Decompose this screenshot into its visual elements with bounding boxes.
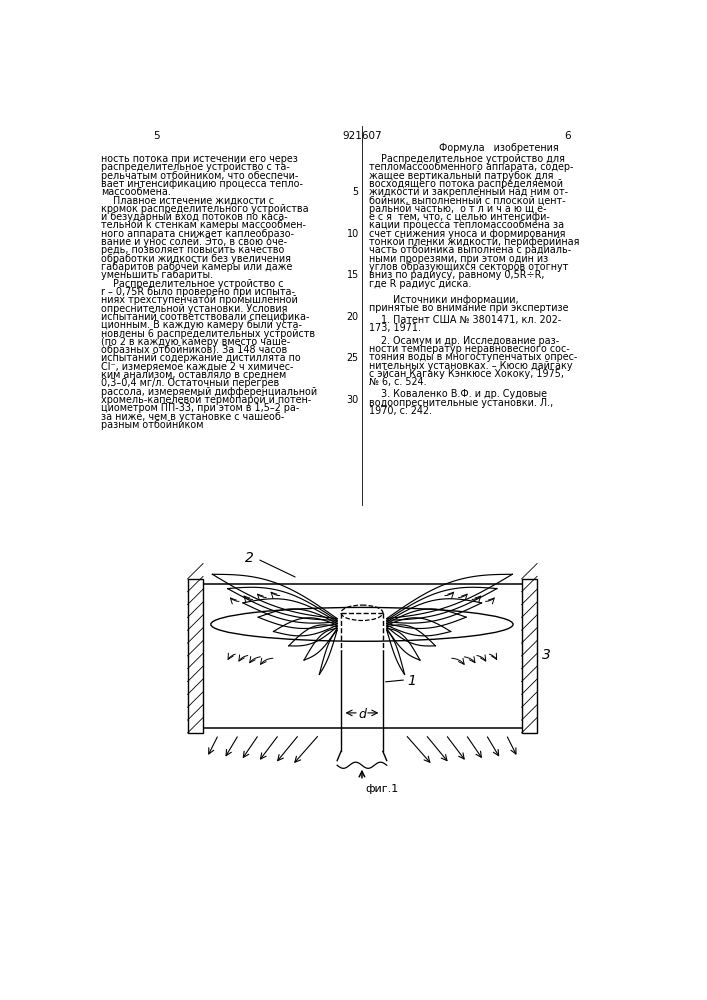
Text: новлены 6 распределительных устройств: новлены 6 распределительных устройств (101, 329, 315, 339)
Text: вание и унос солей. Это, в свою оче-: вание и унос солей. Это, в свою оче- (101, 237, 287, 247)
Text: распределительное устройство с та-: распределительное устройство с та- (101, 162, 290, 172)
Text: ниях трехступенчатой промышленной: ниях трехступенчатой промышленной (101, 295, 298, 305)
Text: кации процесса тепломассообмена за: кации процесса тепломассообмена за (369, 220, 564, 230)
Text: тояния воды в многоступенчатых опрес-: тояния воды в многоступенчатых опрес- (369, 352, 578, 362)
Text: ными прорезями, при этом один из: ными прорезями, при этом один из (369, 254, 548, 264)
Text: рельчатым отбойником, что обеспечи-: рельчатым отбойником, что обеспечи- (101, 171, 298, 181)
Text: е с я  тем, что, с целью интенсифи-: е с я тем, что, с целью интенсифи- (369, 212, 550, 222)
Text: опреснительной установки. Условия: опреснительной установки. Условия (101, 304, 287, 314)
Text: Распределительное устройство для: Распределительное устройство для (369, 154, 565, 164)
Text: принятые во внимание при экспертизе: принятые во внимание при экспертизе (369, 303, 568, 313)
Text: 20: 20 (346, 312, 359, 322)
Text: тельной к стенкам камеры массообмен-: тельной к стенкам камеры массообмен- (101, 220, 305, 230)
Text: и безударный вход потоков по каса-: и безударный вход потоков по каса- (101, 212, 288, 222)
Text: кромок распределительного устройства: кромок распределительного устройства (101, 204, 308, 214)
Text: 15: 15 (346, 270, 359, 280)
Text: обработки жидкости без увеличения: обработки жидкости без увеличения (101, 254, 291, 264)
Text: (по 2 в каждую камеру вместо чаше-: (по 2 в каждую камеру вместо чаше- (101, 337, 290, 347)
Text: ральной частью,  о т л и ч а ю щ е-: ральной частью, о т л и ч а ю щ е- (369, 204, 547, 214)
Text: 1: 1 (408, 674, 416, 688)
Text: d: d (358, 708, 366, 721)
Text: Формула   изобретения: Формула изобретения (439, 143, 559, 153)
Text: хромель-капелевой термопарой и потен-: хромель-капелевой термопарой и потен- (101, 395, 311, 405)
Text: 1970, с. 242.: 1970, с. 242. (369, 406, 432, 416)
Text: Распределительное устройство с: Распределительное устройство с (101, 279, 284, 289)
Text: разным отбойником: разным отбойником (101, 420, 204, 430)
Text: 10: 10 (346, 229, 359, 239)
Bar (187, 579, 203, 733)
Text: уменьшить габариты.: уменьшить габариты. (101, 270, 213, 280)
Text: ность потока при истечении его через: ность потока при истечении его через (101, 154, 298, 164)
Text: жащее вертикальный патрубок для: жащее вертикальный патрубок для (369, 171, 554, 181)
Text: 173, 1971.: 173, 1971. (369, 323, 421, 333)
Text: где R радиус диска.: где R радиус диска. (369, 279, 472, 289)
Text: r – 0,75R было проверено при испыта-: r – 0,75R было проверено при испыта- (101, 287, 295, 297)
Text: ким анализом, оставляло в среднем: ким анализом, оставляло в среднем (101, 370, 286, 380)
Text: испытаний содержание дистиллята по: испытаний содержание дистиллята по (101, 353, 300, 363)
Bar (522, 579, 537, 733)
Text: испытаний соответствовали специфика-: испытаний соответствовали специфика- (101, 312, 309, 322)
Text: вает интенсификацию процесса тепло-: вает интенсификацию процесса тепло- (101, 179, 303, 189)
Text: часть отбойника выполнена с радиаль-: часть отбойника выполнена с радиаль- (369, 245, 571, 255)
Text: Источники информации,: Источники информации, (369, 295, 518, 305)
Text: циометром ПП-33, при этом в 1,5–2 ра-: циометром ПП-33, при этом в 1,5–2 ра- (101, 403, 299, 413)
Text: углов образующихся секторов отогнут: углов образующихся секторов отогнут (369, 262, 568, 272)
Text: фиг.1: фиг.1 (365, 784, 398, 794)
Text: Cl⁻, измеряемое каждые 2 ч химичес-: Cl⁻, измеряемое каждые 2 ч химичес- (101, 362, 293, 372)
Text: 921607: 921607 (342, 131, 382, 141)
Text: рассола, измеряемый дифференциальной: рассола, измеряемый дифференциальной (101, 387, 317, 397)
Text: вниз по радиусу, равному 0,5R÷R,: вниз по радиусу, равному 0,5R÷R, (369, 270, 544, 280)
Text: тепломассообменного аппарата, содер-: тепломассообменного аппарата, содер- (369, 162, 573, 172)
Text: с эйсан Кагаку Кэнкюсе Хококу, 1975,: с эйсан Кагаку Кэнкюсе Хококу, 1975, (369, 369, 564, 379)
Text: 2: 2 (245, 551, 254, 565)
Text: 30: 30 (346, 395, 359, 405)
Text: восходящего потока распределяемой: восходящего потока распределяемой (369, 179, 563, 189)
Text: № 6, с. 524.: № 6, с. 524. (369, 377, 426, 387)
Text: ного аппарата снижает каплеобразо-: ного аппарата снижает каплеобразо- (101, 229, 294, 239)
Text: счет снижения уноса и формирования: счет снижения уноса и формирования (369, 229, 566, 239)
Text: бойник, выполненный с плоской цент-: бойник, выполненный с плоской цент- (369, 195, 566, 205)
Text: 1. Патент США № 3801471, кл. 202-: 1. Патент США № 3801471, кл. 202- (369, 315, 561, 325)
Text: водоопреснительные установки. Л.,: водоопреснительные установки. Л., (369, 398, 553, 408)
Text: массообмена.: массообмена. (101, 187, 170, 197)
Text: 6: 6 (564, 131, 571, 141)
Text: жидкости и закрепленный над ним от-: жидкости и закрепленный над ним от- (369, 187, 568, 197)
Text: 3. Коваленко В.Ф. и др. Судовые: 3. Коваленко В.Ф. и др. Судовые (369, 389, 547, 399)
Text: 5: 5 (153, 131, 160, 141)
Text: образных отбойников). За 148 часов: образных отбойников). За 148 часов (101, 345, 287, 355)
Text: 5: 5 (353, 187, 359, 197)
Text: тонкой пленки жидкости, периферийная: тонкой пленки жидкости, периферийная (369, 237, 580, 247)
Text: редь, позволяет повысить качество: редь, позволяет повысить качество (101, 245, 284, 255)
Text: ционным. В каждую камеру были уста-: ционным. В каждую камеру были уста- (101, 320, 302, 330)
Text: Плавное истечение жидкости с: Плавное истечение жидкости с (101, 195, 274, 205)
Text: 3: 3 (542, 648, 551, 662)
Text: 2. Осамум и др. Исследование раз-: 2. Осамум и др. Исследование раз- (369, 336, 559, 346)
Text: нительных установках. – Кюсю дайгаку: нительных установках. – Кюсю дайгаку (369, 361, 573, 371)
Text: 25: 25 (346, 353, 359, 363)
Text: ности температур неравновесного сос-: ности температур неравновесного сос- (369, 344, 570, 354)
Text: 0,3–0,4 мг/л. Остаточный перегрев: 0,3–0,4 мг/л. Остаточный перегрев (101, 378, 279, 388)
Text: габаритов рабочей камеры или даже: габаритов рабочей камеры или даже (101, 262, 292, 272)
Text: за ниже, чем в установке с чашеоб-: за ниже, чем в установке с чашеоб- (101, 412, 284, 422)
